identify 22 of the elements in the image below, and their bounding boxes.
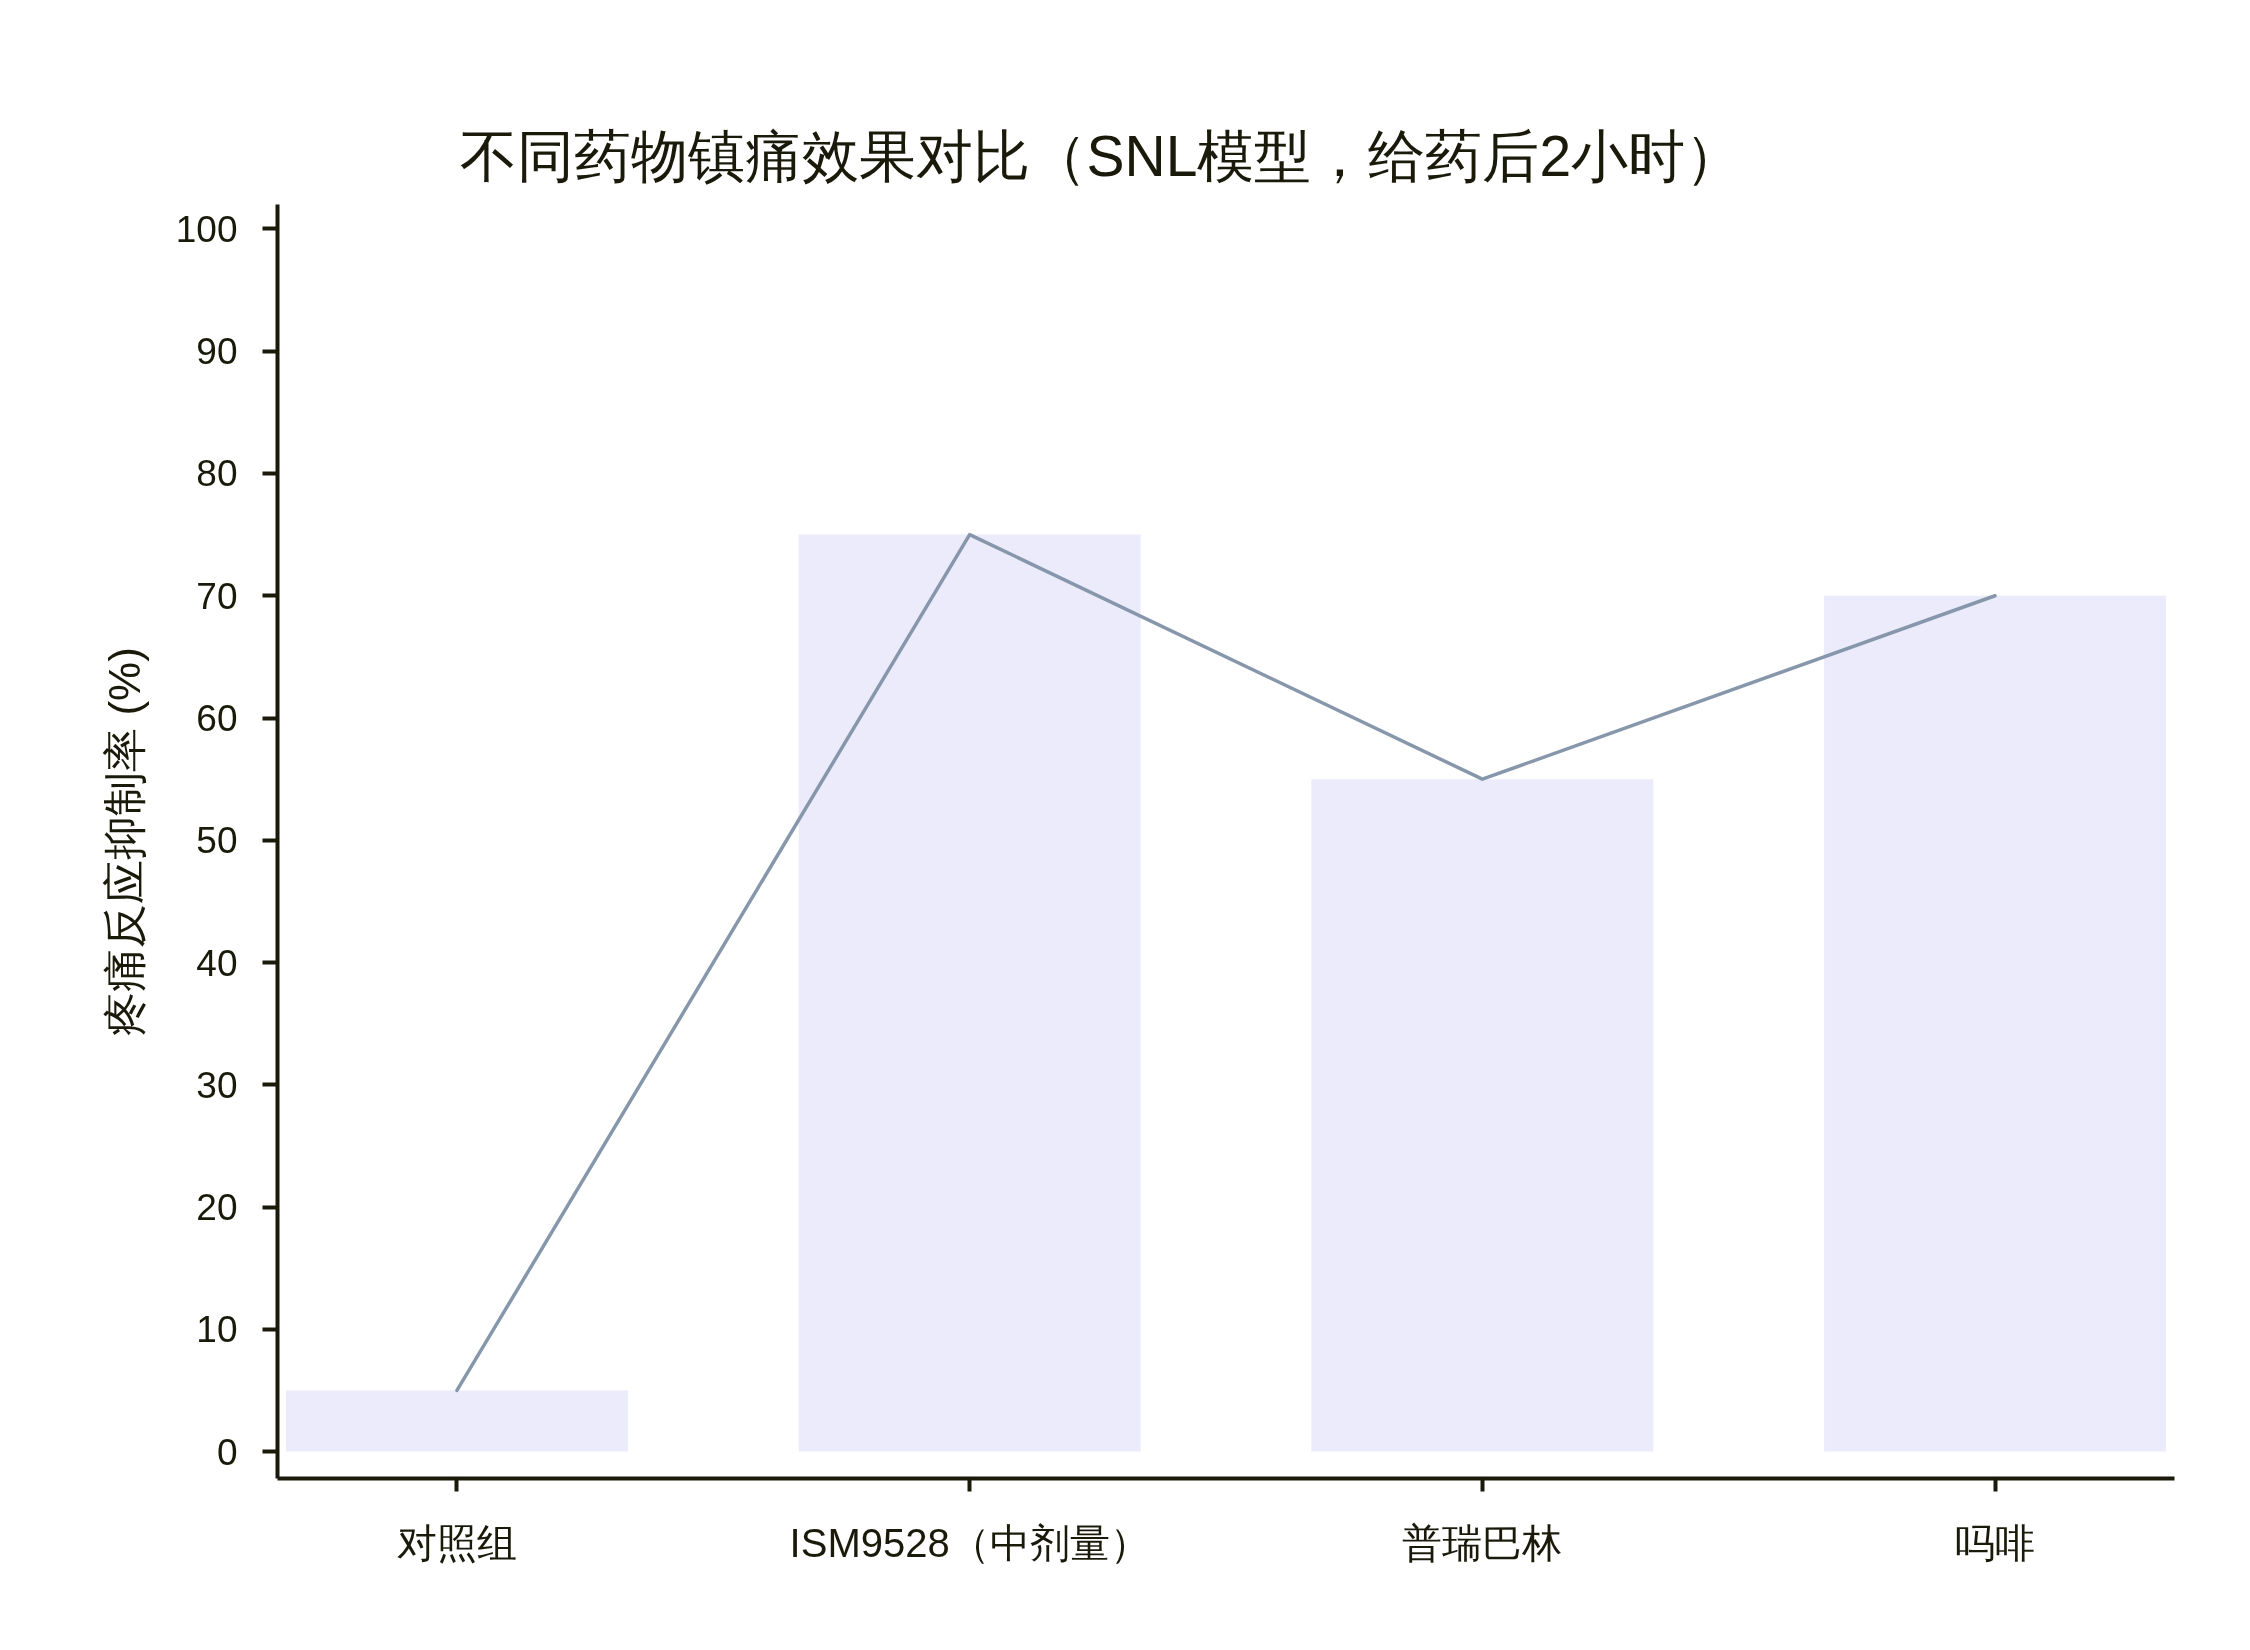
y-tick-label: 10	[196, 1309, 238, 1351]
y-tick-label: 30	[196, 1064, 238, 1106]
y-tick-label: 50	[196, 820, 238, 862]
bar	[1824, 595, 2167, 1452]
y-tick-label: 60	[196, 698, 238, 740]
bar	[798, 534, 1141, 1452]
chart-title: 不同药物镇痛效果对比（SNL模型，给药后2小时）	[459, 123, 1743, 188]
bar	[1311, 779, 1654, 1452]
bar	[285, 1390, 628, 1452]
y-tick-label: 20	[196, 1187, 238, 1229]
line-series	[455, 532, 1997, 1393]
y-tick-label: 100	[175, 208, 238, 250]
y-axis-title: 疼痛反应抑制率 (%)	[99, 647, 149, 1036]
x-tick-label: ISM9528（中剂量）	[789, 1520, 1150, 1565]
y-tick-label: 90	[196, 331, 238, 373]
x-tick-label: 对照组	[396, 1520, 517, 1565]
y-tick-label: 40	[196, 942, 238, 984]
y-tick-label: 70	[196, 575, 238, 617]
y-tick-label: 0	[216, 1431, 238, 1473]
y-tick-label: 80	[196, 453, 238, 495]
x-tick-label: 普瑞巴林	[1402, 1520, 1563, 1565]
x-tick-label: 吗啡	[1955, 1520, 2036, 1565]
